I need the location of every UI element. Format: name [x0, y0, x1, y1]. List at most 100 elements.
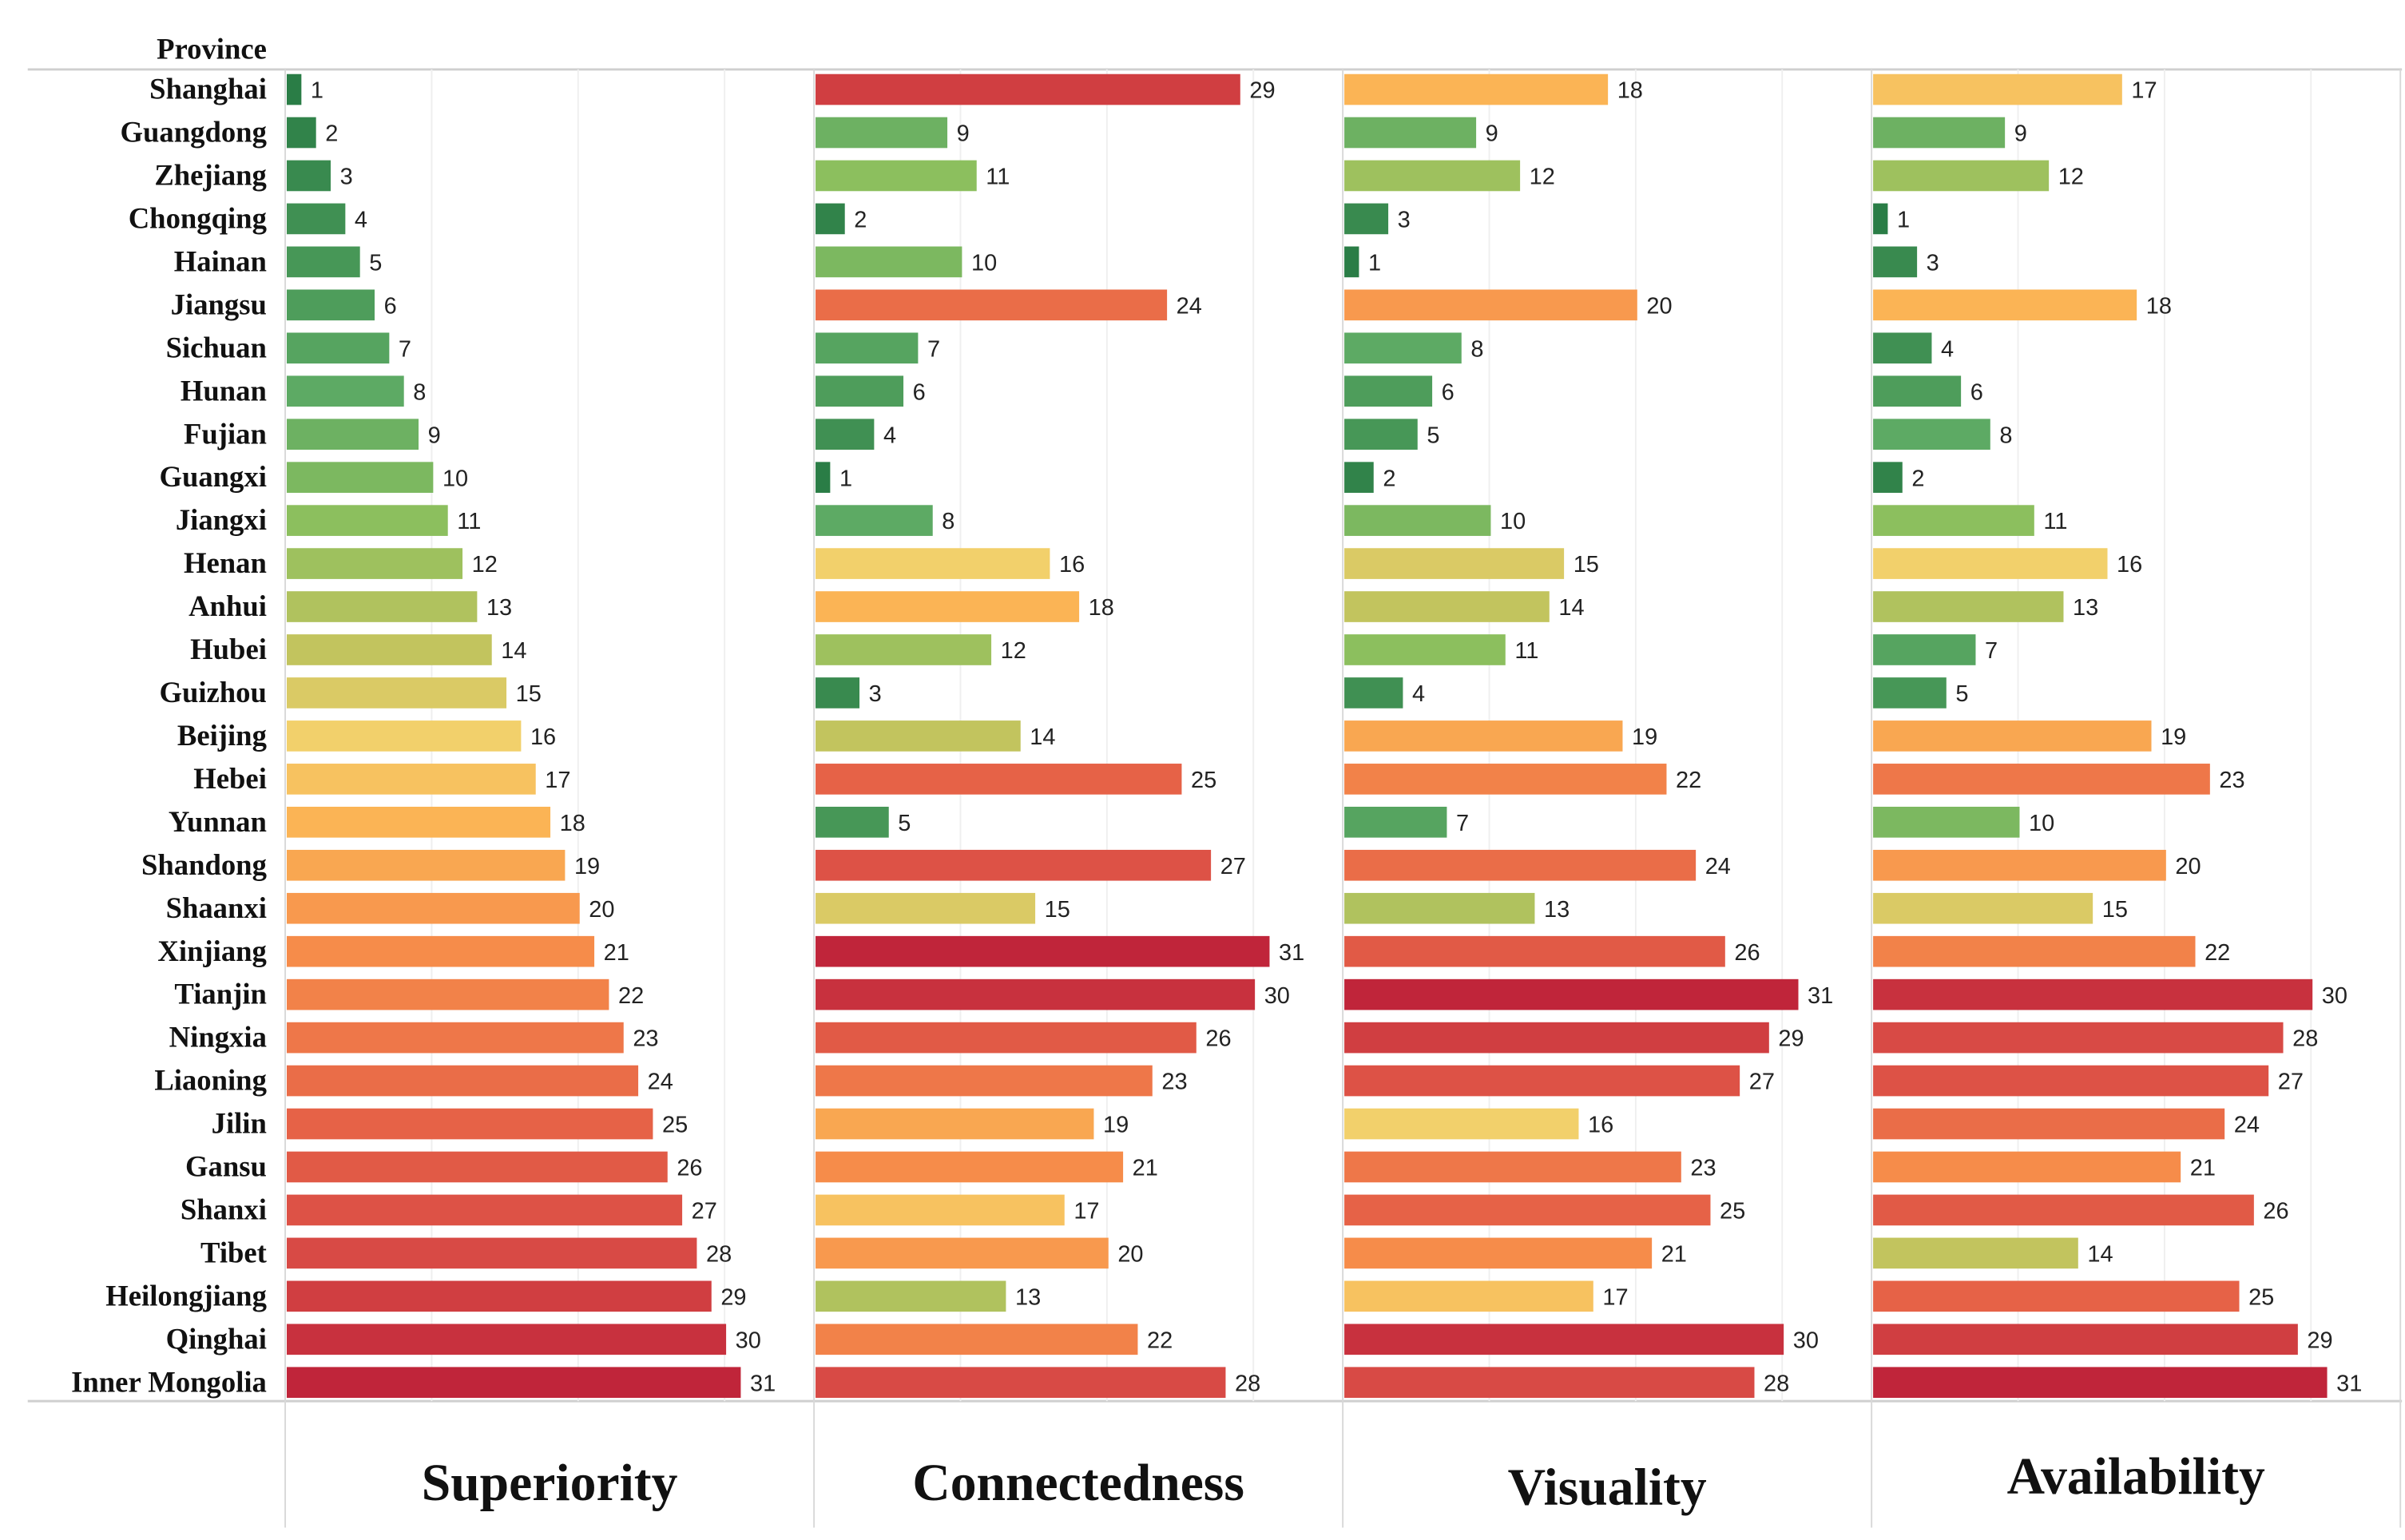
- data-label: 30: [2322, 983, 2347, 1009]
- data-label: 13: [1544, 897, 1570, 923]
- data-label: 4: [1412, 681, 1425, 707]
- data-label: 7: [399, 336, 411, 362]
- bar-superiority: [287, 849, 566, 881]
- bar-visuality: [1344, 892, 1535, 924]
- bar-connectedness: [816, 548, 1050, 579]
- data-label: 25: [1720, 1199, 1745, 1224]
- bar-superiority: [287, 117, 316, 149]
- province-label: Anhui: [189, 589, 267, 622]
- bar-superiority: [287, 1108, 653, 1140]
- data-label: 9: [2014, 121, 2027, 147]
- data-label: 4: [883, 423, 896, 448]
- panel-title: Availability: [2007, 1447, 2265, 1506]
- bar-availability: [1873, 978, 2313, 1010]
- bar-superiority: [287, 375, 404, 407]
- bar-visuality: [1344, 1237, 1653, 1269]
- bar-availability: [1873, 375, 1962, 407]
- bar-visuality: [1344, 591, 1550, 622]
- bar-connectedness: [816, 1065, 1153, 1097]
- data-label: 15: [516, 681, 542, 707]
- row-header: Province: [157, 32, 267, 65]
- bar-connectedness: [816, 160, 977, 192]
- data-label: 27: [1220, 854, 1246, 879]
- data-label: 1: [311, 78, 323, 104]
- bar-connectedness: [816, 892, 1036, 924]
- data-label: 8: [1470, 336, 1483, 362]
- bar-visuality: [1344, 419, 1418, 450]
- bar-availability: [1873, 419, 1990, 450]
- bar-superiority: [287, 462, 434, 493]
- province-label: Hunan: [181, 374, 267, 407]
- bar-superiority: [287, 591, 478, 622]
- bar-availability: [1873, 1022, 2284, 1054]
- bar-connectedness: [816, 1237, 1109, 1269]
- province-label: Hebei: [193, 762, 267, 795]
- bar-availability: [1873, 1108, 2225, 1140]
- province-label: Sichuan: [166, 331, 267, 363]
- bar-superiority: [287, 289, 375, 321]
- data-label: 18: [2146, 293, 2172, 319]
- bar-connectedness: [816, 73, 1240, 105]
- data-label: 9: [428, 423, 441, 448]
- province-label: Tibet: [200, 1236, 268, 1268]
- bar-visuality: [1344, 764, 1667, 795]
- bar-superiority: [287, 332, 390, 364]
- bar-superiority: [287, 677, 507, 708]
- bar-availability: [1873, 634, 1976, 665]
- data-label: 4: [1941, 336, 1954, 362]
- data-label: 14: [2087, 1241, 2113, 1267]
- bar-availability: [1873, 1324, 2298, 1355]
- data-label: 27: [692, 1199, 717, 1224]
- bar-visuality: [1344, 332, 1462, 364]
- bar-connectedness: [816, 849, 1212, 881]
- data-label: 8: [413, 379, 426, 405]
- bar-superiority: [287, 160, 331, 192]
- data-label: 6: [1970, 379, 1983, 405]
- data-label: 11: [2043, 509, 2067, 534]
- bar-visuality: [1344, 1280, 1593, 1312]
- bar-connectedness: [816, 246, 962, 278]
- data-label: 2: [325, 121, 338, 147]
- bar-visuality: [1344, 1324, 1784, 1355]
- bar-availability: [1873, 1194, 2254, 1226]
- data-label: 16: [2117, 552, 2142, 578]
- bar-availability: [1873, 1280, 2240, 1312]
- data-label: 23: [1690, 1156, 1716, 1181]
- bar-superiority: [287, 978, 609, 1010]
- data-label: 5: [1955, 681, 1968, 707]
- data-label: 18: [1617, 78, 1643, 104]
- province-label: Xinjiang: [157, 935, 266, 967]
- bar-visuality: [1344, 1367, 1755, 1399]
- data-label: 29: [1778, 1026, 1804, 1052]
- bar-availability: [1873, 1237, 2078, 1269]
- province-label: Liaoning: [154, 1064, 267, 1097]
- data-label: 19: [2161, 724, 2186, 750]
- data-label: 11: [1514, 638, 1538, 664]
- province-label: Shanghai: [149, 73, 267, 105]
- province-label: Henan: [184, 546, 267, 579]
- data-label: 21: [1133, 1156, 1158, 1181]
- data-label: 7: [927, 336, 940, 362]
- bar-connectedness: [816, 1022, 1197, 1054]
- data-label: 5: [1427, 423, 1439, 448]
- data-label: 15: [1574, 552, 1599, 578]
- data-label: 15: [1045, 897, 1070, 923]
- bar-connectedness: [816, 1367, 1226, 1399]
- bar-connectedness: [816, 935, 1270, 967]
- bar-visuality: [1344, 1065, 1740, 1097]
- bar-superiority: [287, 73, 302, 105]
- bar-superiority: [287, 892, 580, 924]
- data-label: 22: [618, 983, 644, 1009]
- data-label: 7: [1985, 638, 1998, 664]
- data-label: 20: [1117, 1241, 1143, 1267]
- data-label: 6: [384, 293, 397, 319]
- bar-availability: [1873, 849, 2166, 881]
- bar-superiority: [287, 1194, 683, 1226]
- data-label: 30: [1264, 983, 1290, 1009]
- data-label: 26: [1734, 940, 1760, 966]
- bar-superiority: [287, 1237, 697, 1269]
- data-label: 5: [369, 250, 382, 276]
- bar-visuality: [1344, 246, 1359, 278]
- province-label: Chongqing: [129, 201, 267, 234]
- panel-title: Connectedness: [912, 1454, 1244, 1512]
